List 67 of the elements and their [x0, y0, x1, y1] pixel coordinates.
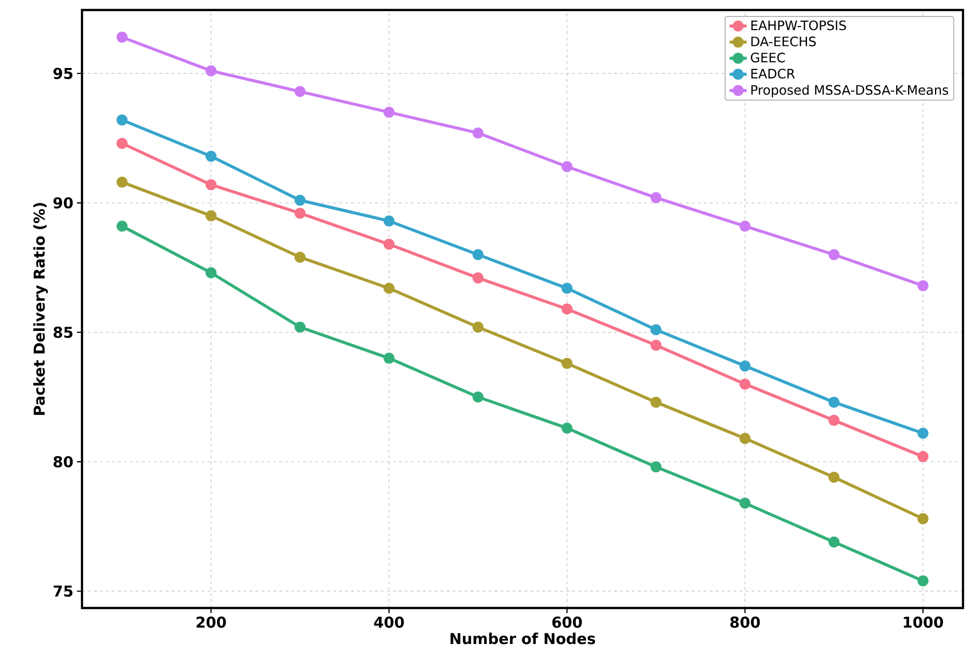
point [116, 32, 128, 43]
x-tick-label: 600 [552, 616, 582, 628]
point [562, 358, 572, 369]
point [472, 322, 484, 333]
y-axis-title: Packet Delivery Ratio (%) [33, 203, 48, 415]
point [116, 220, 128, 232]
point [828, 414, 840, 426]
point [206, 65, 217, 76]
point [294, 252, 306, 263]
point [562, 303, 572, 314]
x-axis-title: Number of Nodes [450, 632, 596, 644]
point [206, 150, 217, 162]
point [116, 138, 128, 149]
point [650, 396, 662, 408]
legend-label: Proposed MSSA-DSSA-K-Means [751, 84, 948, 98]
point [917, 428, 928, 439]
y-tick-label: 85 [54, 326, 72, 338]
point [828, 396, 840, 408]
point [206, 267, 217, 278]
legend-label: EADCR [751, 68, 795, 79]
legend-label: EAHPW-TOPSIS [751, 20, 846, 30]
point [828, 249, 840, 260]
point [739, 220, 750, 232]
y-tick-label: 75 [54, 586, 72, 597]
point [650, 340, 662, 351]
point [562, 282, 572, 294]
point [562, 161, 572, 172]
y-tick-label: 80 [54, 456, 73, 468]
point [739, 498, 750, 509]
point [206, 210, 217, 222]
point [472, 249, 484, 260]
point [739, 378, 750, 390]
point [116, 114, 128, 126]
point [828, 536, 840, 548]
point [294, 208, 306, 219]
point [294, 194, 306, 206]
point [384, 238, 395, 250]
point [917, 575, 928, 586]
point [294, 322, 306, 333]
point [472, 127, 484, 138]
point [650, 461, 662, 472]
point [384, 215, 395, 226]
point [917, 280, 928, 292]
x-tick-label: 400 [374, 616, 404, 628]
point [206, 179, 217, 190]
point [472, 392, 484, 403]
point [739, 432, 750, 444]
x-tick-label: 1000 [904, 616, 944, 628]
point [917, 513, 928, 524]
y-tick-label: 90 [53, 197, 73, 209]
legend-label: DA-EECHS [751, 36, 816, 46]
point [116, 176, 128, 188]
point [472, 272, 484, 284]
legend-label: GEEC [750, 52, 785, 62]
point [384, 282, 395, 294]
point [828, 472, 840, 483]
point [294, 86, 306, 98]
point [562, 422, 572, 434]
point [650, 324, 662, 336]
point [739, 360, 750, 372]
point [650, 192, 662, 204]
x-tick-label: 800 [730, 616, 760, 628]
point [384, 352, 395, 364]
point [384, 106, 395, 118]
point [917, 451, 928, 462]
y-tick-label: 95 [53, 68, 72, 80]
x-tick-label: 200 [196, 616, 226, 628]
